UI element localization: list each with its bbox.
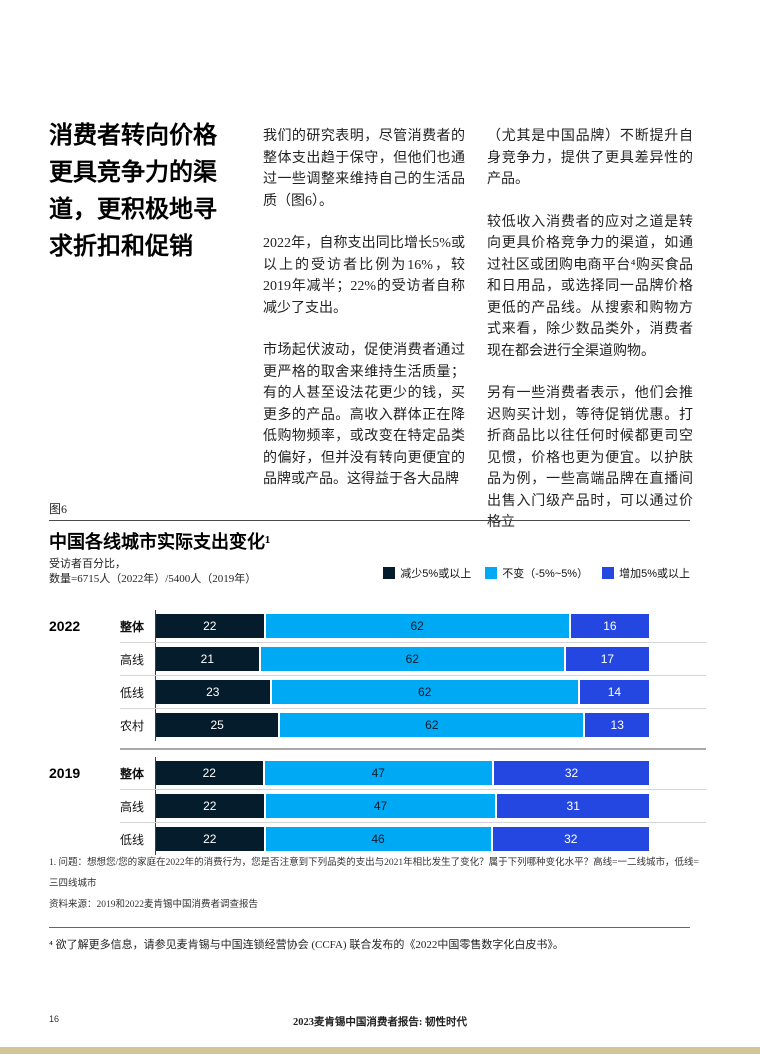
bar-track: 22 62 16 bbox=[155, 610, 649, 642]
stacked-bar: 22 46 32 bbox=[156, 827, 649, 851]
paragraph: （尤其是中国品牌）不断提升自身竞争力，提供了更具差异性的产品。 bbox=[487, 129, 693, 187]
chart-legend: 减少5%或以上 不变（-5%~5%） 增加5%或以上 bbox=[383, 565, 690, 581]
bar-segment-increase: 17 bbox=[565, 647, 649, 671]
bar-segment-increase: 14 bbox=[579, 680, 650, 704]
bar-track: 21 62 17 bbox=[155, 643, 649, 675]
chart-footnotes: 1. 问题：想想您/您的家庭在2022年的消费行为，您是否注意到下列品类的支出与… bbox=[49, 853, 704, 916]
body-column-middle: 我们的研究表明，尽管消费者的整体支出趋于保守，但他们也通过一些调整来维持自己的生… bbox=[263, 126, 465, 512]
bar-segment-increase: 32 bbox=[492, 827, 649, 851]
headline-line: 更具竞争力的渠 bbox=[49, 160, 217, 186]
legend-item-flat: 不变（-5%~5%） bbox=[485, 565, 588, 581]
figure-label: 图6 bbox=[49, 502, 68, 516]
year-label: 2019 bbox=[49, 765, 81, 781]
bar-segment-decrease: 22 bbox=[156, 614, 264, 638]
legend-swatch-decrease-icon bbox=[383, 567, 396, 579]
bar-segment-decrease: 23 bbox=[156, 680, 270, 704]
headline-line: 消费者转向价格 bbox=[49, 123, 217, 149]
chart-row-2019-高线: 高线 22 47 31 bbox=[49, 790, 649, 822]
page-headline: 消费者转向价格 更具竞争力的渠 道，更积极地寻 求折扣和促销 bbox=[49, 118, 249, 266]
bar-segment-flat: 47 bbox=[264, 761, 493, 785]
bar-segment-flat: 62 bbox=[265, 614, 569, 638]
row-divider bbox=[120, 642, 706, 643]
legend-label: 不变（-5%~5%） bbox=[502, 568, 589, 580]
chart-row-2022-高线: 高线 21 62 17 bbox=[49, 643, 649, 675]
chart-row-2022-低线: 低线 23 62 14 bbox=[49, 676, 650, 708]
row-label: 整体 bbox=[119, 766, 144, 781]
row-label: 低线 bbox=[119, 832, 144, 847]
chart-subtitle-line: 数量=6715人（2022年）/5400人（2019年） bbox=[49, 573, 257, 585]
bar-segment-decrease: 25 bbox=[156, 713, 279, 737]
chart-subtitle: 受访者百分比， 数量=6715人（2022年）/5400人（2019年） bbox=[49, 557, 256, 587]
paragraph: 市场起伏波动，促使消费者通过更严格的取舍来维持生活质量；有的人甚至设法花更少的钱… bbox=[263, 343, 465, 487]
bar-track: 22 47 32 bbox=[155, 757, 649, 789]
stacked-bar: 22 47 32 bbox=[156, 761, 649, 785]
row-label: 整体 bbox=[119, 619, 144, 634]
bar-segment-increase: 13 bbox=[585, 713, 649, 737]
paragraph: 较低收入消费者的应对之道是转向更具价格竞争力的渠道，如通过社区或团购电商平台⁴购… bbox=[487, 214, 693, 359]
page-number: 16 bbox=[49, 1014, 60, 1024]
bar-segment-increase: 16 bbox=[570, 614, 649, 638]
bar-segment-increase: 32 bbox=[494, 761, 649, 785]
chart-row-2019-整体: 2019 整体 22 47 32 bbox=[49, 757, 649, 789]
legend-swatch-increase-icon bbox=[602, 567, 615, 579]
bar-segment-increase: 31 bbox=[497, 794, 649, 818]
bar-segment-flat: 47 bbox=[265, 794, 496, 818]
row-divider bbox=[120, 708, 706, 709]
legend-swatch-flat-icon bbox=[485, 567, 498, 579]
bar-track: 22 46 32 bbox=[155, 823, 649, 855]
row-label: 高线 bbox=[119, 652, 144, 667]
stacked-bar: 22 47 31 bbox=[156, 794, 649, 818]
chart-row-2019-低线: 低线 22 46 32 bbox=[49, 823, 649, 855]
row-divider bbox=[120, 675, 706, 676]
bar-segment-decrease: 21 bbox=[156, 647, 259, 671]
row-label: 高线 bbox=[119, 799, 144, 814]
stacked-bar: 25 62 13 bbox=[156, 713, 649, 737]
row-divider bbox=[120, 822, 706, 823]
year-label: 2022 bbox=[49, 618, 81, 634]
footnote-rule bbox=[49, 927, 690, 928]
bar-segment-flat: 62 bbox=[260, 647, 564, 671]
chart-row-2022-整体: 2022 整体 22 62 16 bbox=[49, 610, 649, 642]
row-label: 低线 bbox=[119, 685, 144, 700]
bar-track: 25 62 13 bbox=[155, 709, 649, 741]
body-column-right: （尤其是中国品牌）不断提升自身竞争力，提供了更具差异性的产品。 较低收入消费者的… bbox=[487, 126, 693, 555]
stacked-bar: 22 62 16 bbox=[156, 614, 649, 638]
paragraph: 2022年，自称支出同比增长5%或以上的受访者比例为16%，较2019年减半；2… bbox=[263, 236, 465, 316]
chart-row-2022-农村: 农村 25 62 13 bbox=[49, 709, 649, 741]
legend-label: 增加5%或以上 bbox=[619, 568, 690, 580]
bar-track: 22 47 31 bbox=[155, 790, 649, 822]
legend-item-decrease: 减少5%或以上 bbox=[383, 565, 471, 581]
chart-title: 中国各线城市实际支出变化¹ bbox=[49, 532, 271, 552]
footer-report-title: 2023麦肯锡中国消费者报告: 韧性时代 bbox=[292, 1017, 468, 1028]
bar-segment-flat: 46 bbox=[265, 827, 491, 851]
row-label: 农村 bbox=[119, 718, 144, 733]
stacked-bar: 23 62 14 bbox=[156, 680, 650, 704]
chart-groups: 2022 整体 22 62 16 高线 21 62 17 低线 23 62 14 农村 25 62 13 2019… bbox=[49, 610, 706, 855]
page-footnote: ⁴ 欲了解更多信息，请参见麦肯锡与中国连锁经营协会 (CCFA) 联合发布的《2… bbox=[49, 939, 564, 951]
row-divider bbox=[120, 789, 706, 790]
stacked-bar: 21 62 17 bbox=[156, 647, 649, 671]
chart-top-rule bbox=[49, 520, 690, 521]
paragraph: 另有一些消费者表示，他们会推迟购买计划，等待促销优惠。打折商品比以往任何时候都更… bbox=[487, 386, 693, 530]
bar-segment-flat: 62 bbox=[280, 713, 584, 737]
bar-track: 23 62 14 bbox=[155, 676, 650, 708]
bar-segment-decrease: 22 bbox=[156, 827, 264, 851]
chart-source: 资料来源：2019和2022麦肯锡中国消费者调查报告 bbox=[49, 900, 259, 910]
bar-segment-flat: 62 bbox=[271, 680, 578, 704]
headline-line: 求折扣和促销 bbox=[49, 234, 193, 260]
headline-line: 道，更积极地寻 bbox=[49, 197, 217, 223]
section-divider bbox=[120, 748, 706, 750]
bottom-accent-strip bbox=[0, 1047, 760, 1054]
bar-segment-decrease: 22 bbox=[156, 794, 264, 818]
legend-item-increase: 增加5%或以上 bbox=[602, 565, 690, 581]
paragraph: 我们的研究表明，尽管消费者的整体支出趋于保守，但他们也通过一些调整来维持自己的生… bbox=[263, 129, 465, 209]
bar-segment-decrease: 22 bbox=[156, 761, 263, 785]
chart-footnote-question: 1. 问题：想想您/您的家庭在2022年的消费行为，您是否注意到下列品类的支出与… bbox=[49, 858, 699, 889]
legend-label: 减少5%或以上 bbox=[400, 568, 472, 580]
chart-subtitle-line: 受访者百分比， bbox=[49, 558, 126, 570]
